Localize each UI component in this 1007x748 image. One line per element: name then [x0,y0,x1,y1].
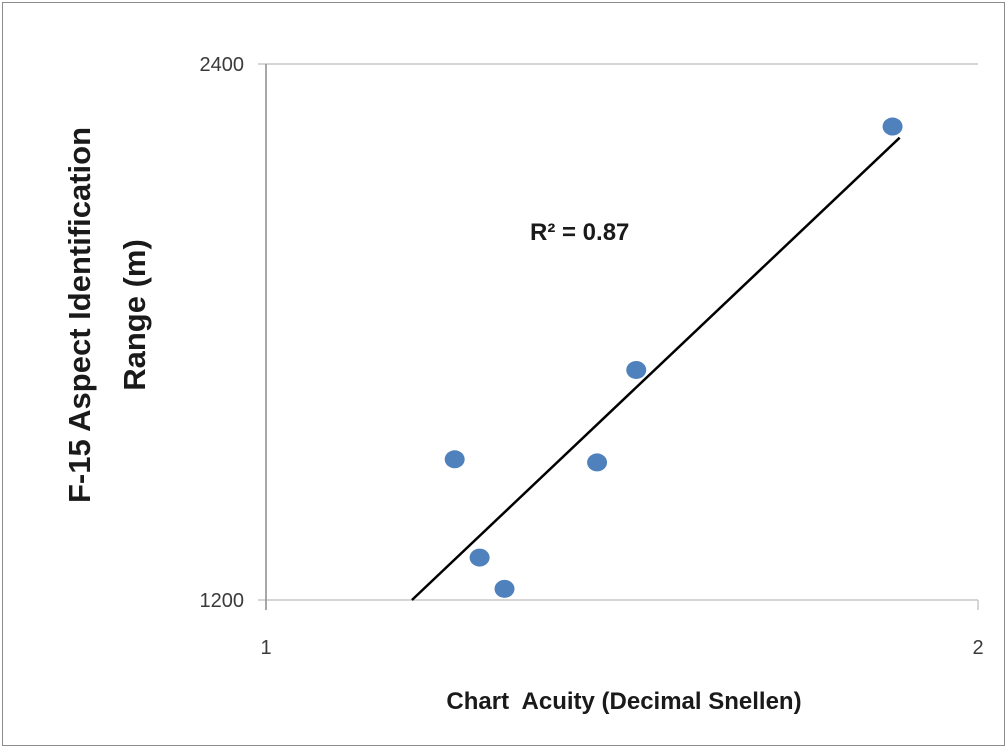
gridlines [258,63,979,610]
y-tick-label: 2400 [200,54,245,76]
data-points [444,117,903,598]
y-axis-label-line-2: Range (m) [117,239,152,391]
trendline [411,136,901,601]
y-tick-labels: 1200 2400 [200,54,245,612]
y-tick-label: 1200 [200,590,245,612]
x-tick-label: 2 [972,637,983,659]
data-point [882,117,903,136]
data-point [469,548,490,567]
data-point [587,453,608,472]
data-point [444,450,465,469]
x-axis-label: Chart Acuity (Decimal Snellen) [446,688,801,715]
r-squared-annotation: R² = 0.87 [530,219,629,246]
x-tick-label: 1 [260,637,271,659]
data-point [494,579,515,598]
data-point [626,360,647,379]
y-axis-label-line-1: F-15 Aspect Identification [62,127,97,503]
